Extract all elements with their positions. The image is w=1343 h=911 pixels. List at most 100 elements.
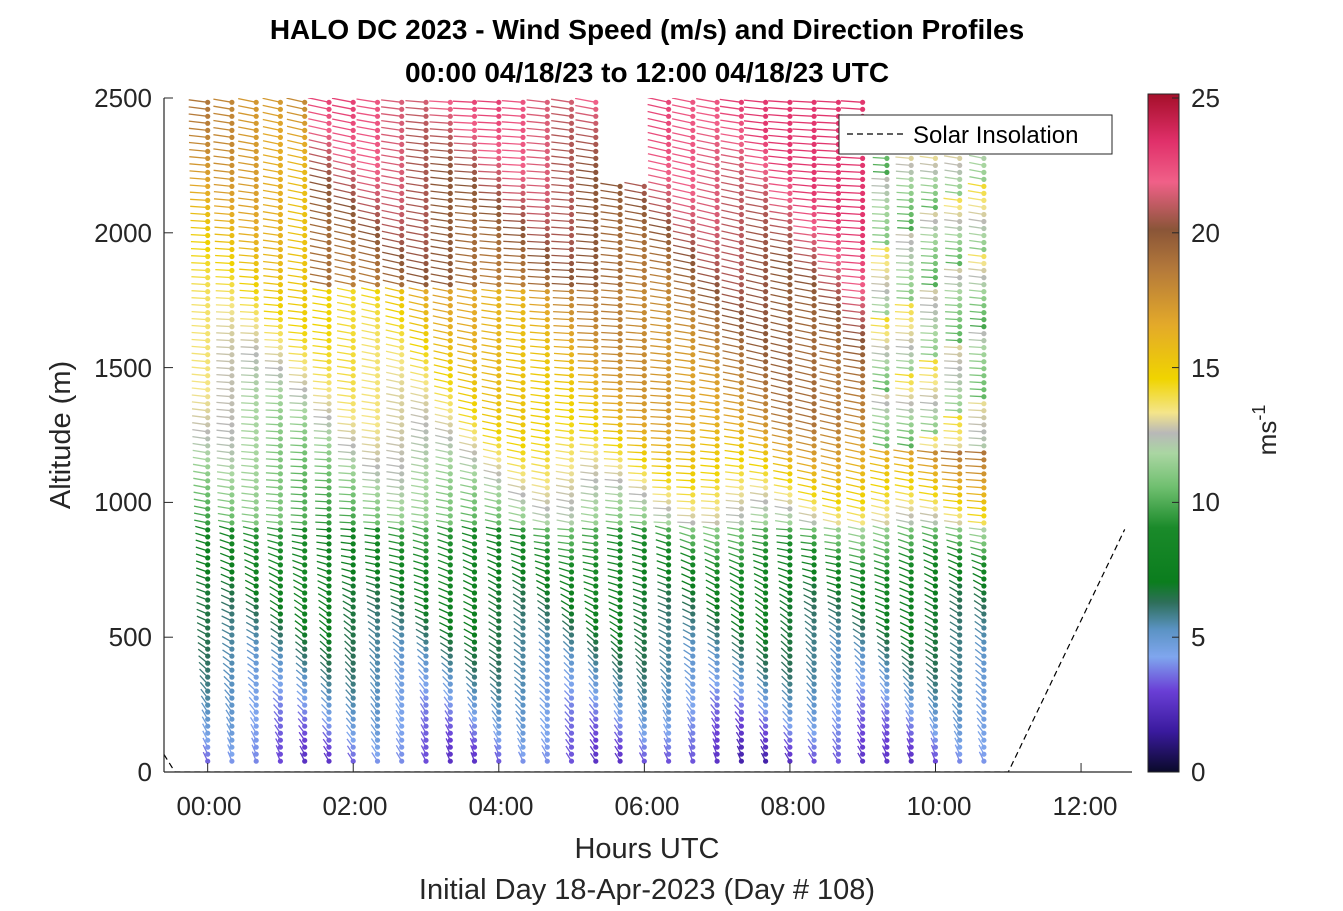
wind-barb-point [253, 183, 259, 189]
wind-barb-point [423, 709, 429, 715]
wind-barb-point [253, 359, 259, 365]
wind-barb-shaft [768, 134, 790, 139]
wind-barb-point [690, 225, 696, 232]
wind-barb-point [763, 702, 769, 708]
wind-barb-point [277, 296, 283, 302]
wind-barb-shaft [481, 309, 499, 314]
wind-barb-shaft [309, 195, 330, 202]
wind-barb-point [617, 513, 623, 519]
wind-barb-point [544, 401, 550, 407]
wind-barb-shaft [770, 300, 791, 307]
wind-barb-shaft [526, 99, 548, 103]
wind-barb-point [641, 380, 647, 386]
wind-barb-shaft [213, 198, 232, 202]
wind-barb-point [593, 352, 599, 358]
wind-barb-point [447, 260, 453, 267]
wind-barb-point [641, 471, 647, 477]
wind-barb-point [763, 506, 769, 512]
wind-barb-point [787, 702, 793, 708]
wind-barb-point [253, 275, 259, 281]
wind-barb-shaft [626, 416, 645, 419]
wind-barb-shaft [262, 111, 281, 117]
wind-barb-point [544, 751, 550, 757]
wind-barb-point [666, 134, 672, 140]
wind-barb-point [714, 317, 720, 323]
wind-barb-shaft [386, 414, 402, 419]
wind-barb-shaft [191, 408, 208, 412]
wind-barb-shaft [721, 223, 742, 230]
wind-barb-point [471, 134, 478, 140]
wind-barb-shaft [453, 135, 475, 139]
wind-barb-point [520, 317, 526, 323]
wind-barb-point [617, 751, 623, 757]
wind-barb-point [763, 597, 769, 603]
wind-barb-point [496, 639, 502, 645]
wind-barb-shaft [213, 148, 232, 153]
wind-barb-point [641, 569, 647, 575]
wind-barb-shaft [674, 308, 693, 314]
wind-barb-shaft [189, 163, 208, 167]
wind-barb-point [520, 345, 526, 351]
wind-barb-point [544, 331, 550, 337]
wind-barb-point [496, 520, 502, 526]
wind-barb-point [835, 583, 842, 589]
wind-barb-point [447, 478, 453, 484]
wind-barb-shaft [674, 365, 693, 370]
wind-barb-shaft [675, 450, 693, 454]
wind-barb-shaft [506, 448, 524, 454]
wind-barb-point [835, 534, 842, 540]
wind-barb-shaft [332, 139, 354, 146]
wind-barb-shaft [191, 401, 208, 405]
wind-barb-point [471, 338, 478, 344]
wind-barb-point [593, 134, 599, 140]
wind-barb-shaft [578, 380, 596, 384]
wind-barb-shaft [647, 174, 669, 181]
wind-barb-shaft [745, 216, 766, 223]
wind-barb-point [568, 660, 575, 666]
wind-barb-shaft [289, 380, 305, 384]
wind-barb-point [205, 225, 211, 232]
wind-barb-point [641, 338, 647, 344]
wind-barb-shaft [530, 373, 548, 377]
wind-barb-point [690, 527, 696, 533]
wind-barb-point [811, 597, 817, 603]
wind-barb-point [326, 506, 332, 512]
wind-barb-shaft [361, 322, 378, 328]
wind-barb-point [447, 310, 453, 316]
wind-barb-point [496, 260, 502, 267]
wind-barb-shaft [452, 100, 475, 103]
wind-barb-point [617, 422, 623, 428]
wind-barb-point [520, 324, 526, 330]
wind-barb-point [471, 618, 478, 624]
wind-barb-shaft [262, 218, 281, 223]
wind-barb-point [811, 338, 817, 344]
wind-barb-shaft [553, 324, 572, 328]
wind-barb-point [374, 576, 381, 582]
wind-barb-shaft [430, 183, 451, 188]
wind-barb-shaft [308, 160, 330, 167]
wind-barb-point [302, 562, 308, 568]
wind-barb-shaft [719, 98, 742, 103]
wind-barb-shaft [770, 405, 791, 412]
wind-barb-point [471, 408, 478, 414]
wind-barb-shaft [433, 336, 451, 342]
wind-barb-point [617, 401, 623, 407]
wind-barb-shaft [625, 295, 645, 300]
wind-barb-point [471, 317, 478, 323]
wind-barb-point [568, 436, 575, 442]
wind-barb-point [399, 113, 405, 119]
wind-barb-shaft [358, 265, 378, 272]
wind-barb-point [811, 576, 817, 582]
wind-barb-shaft [238, 98, 257, 103]
wind-barb-shaft [381, 154, 402, 160]
wind-barb-shaft [698, 365, 718, 370]
wind-barb-point [302, 464, 308, 470]
wind-barb-shaft [649, 238, 669, 244]
wind-barb-point [520, 275, 526, 281]
wind-barb-shaft [650, 309, 669, 314]
wind-barb-point [811, 394, 817, 400]
wind-barb-point [763, 457, 769, 463]
wind-barb-point [399, 204, 405, 211]
wind-barb-shaft [625, 331, 645, 335]
wind-barb-point [350, 695, 356, 701]
